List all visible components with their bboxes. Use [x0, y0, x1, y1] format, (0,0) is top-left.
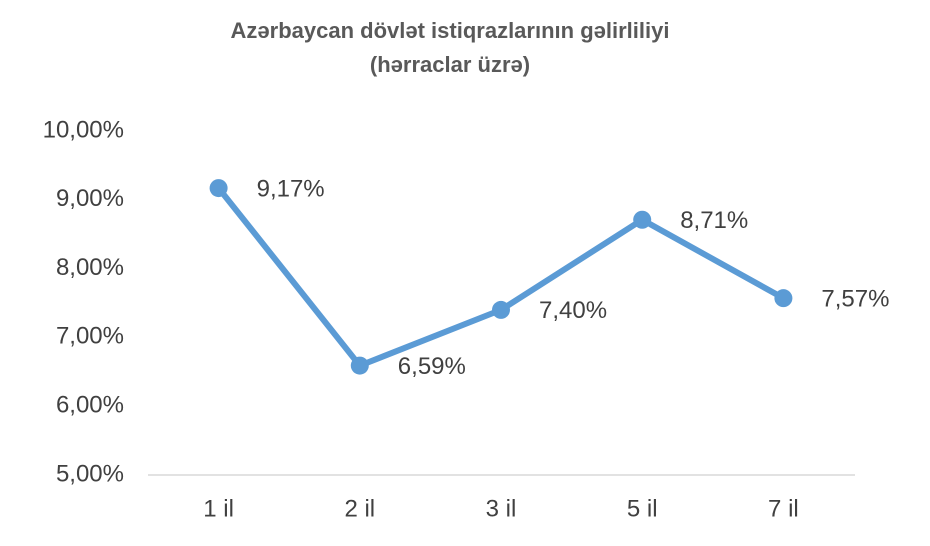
y-tick-label: 9,00%	[56, 185, 124, 212]
x-tick-label: 7 il	[768, 495, 799, 522]
point-marker	[350, 356, 369, 375]
data-label: 6,59%	[398, 353, 466, 380]
data-label: 7,40%	[539, 297, 607, 324]
data-label: 7,57%	[821, 286, 889, 313]
chart-title: (hərraclar üzrə)	[370, 52, 530, 77]
data-label: 8,71%	[680, 207, 748, 234]
data-label: 9,17%	[257, 175, 325, 202]
x-tick-label: 3 il	[486, 495, 517, 522]
point-marker	[774, 289, 793, 308]
y-tick-label: 7,00%	[56, 323, 124, 350]
x-tick-label: 2 il	[344, 495, 375, 522]
point-marker	[209, 179, 228, 198]
x-tick-label: 1 il	[203, 495, 234, 522]
chart-title: Azərbaycan dövlət istiqrazlarının gəlirl…	[231, 18, 670, 43]
y-tick-label: 8,00%	[56, 254, 124, 281]
point-marker	[492, 300, 510, 319]
y-tick-label: 6,00%	[56, 392, 124, 419]
y-tick-label: 10,00%	[43, 116, 124, 143]
point-marker	[633, 210, 652, 229]
y-tick-label: 5,00%	[56, 460, 124, 487]
x-tick-label: 5 il	[627, 495, 658, 522]
